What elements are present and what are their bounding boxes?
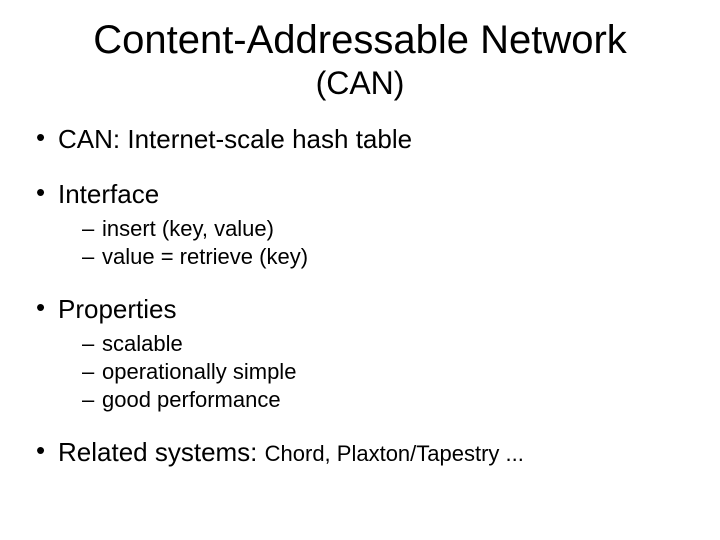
slide: Content-Addressable Network (CAN) CAN: I… xyxy=(0,0,720,540)
bullet-text: Interface xyxy=(58,179,159,209)
sub-list-item: operationally simple xyxy=(82,359,684,385)
sub-list: scalable operationally simple good perfo… xyxy=(82,331,684,413)
slide-title: Content-Addressable Network xyxy=(36,18,684,63)
bullet-text: CAN: Internet-scale hash table xyxy=(58,124,412,154)
sub-list-item: good performance xyxy=(82,387,684,413)
sub-list-item: value = retrieve (key) xyxy=(82,244,684,270)
list-item: Related systems: Chord, Plaxton/Tapestry… xyxy=(36,437,684,468)
slide-subtitle: (CAN) xyxy=(36,65,684,102)
bullet-text: Properties xyxy=(58,294,177,324)
sub-list-item: insert (key, value) xyxy=(82,216,684,242)
list-item: Interface insert (key, value) value = re… xyxy=(36,179,684,270)
sub-list: insert (key, value) value = retrieve (ke… xyxy=(82,216,684,270)
bullet-text: Related systems: xyxy=(58,437,265,467)
bullet-list: CAN: Internet-scale hash table Interface… xyxy=(36,124,684,468)
bullet-tail: Chord, Plaxton/Tapestry ... xyxy=(265,441,524,466)
sub-list-item: scalable xyxy=(82,331,684,357)
list-item: CAN: Internet-scale hash table xyxy=(36,124,684,155)
list-item: Properties scalable operationally simple… xyxy=(36,294,684,413)
